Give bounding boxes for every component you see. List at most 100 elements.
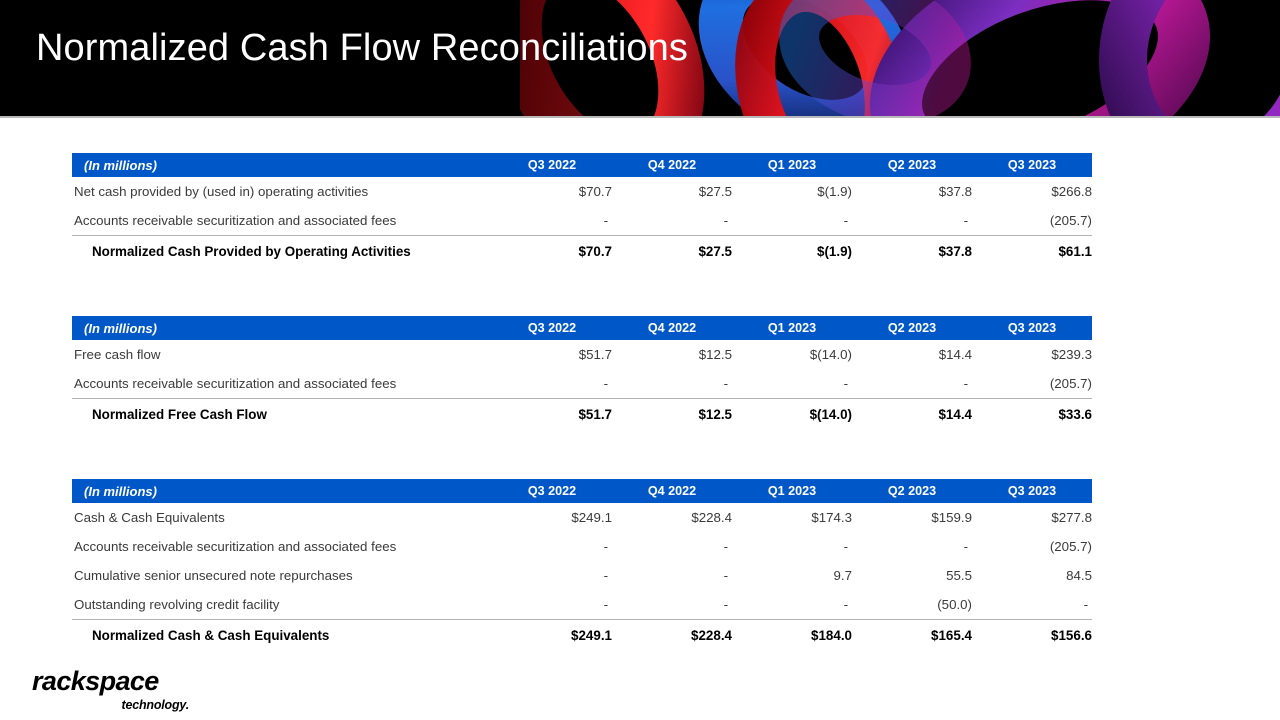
column-header-q4-2022: Q4 2022 [612,479,732,503]
row-value: - [843,376,848,391]
table-cash-equivalents: (In millions) Q3 2022 Q4 2022 Q1 2023 Q2… [72,479,1092,650]
column-header-q3-2023: Q3 2023 [972,153,1092,177]
row-value: $184.0 [732,619,852,650]
column-header-q1-2023: Q1 2023 [732,479,852,503]
row-value: $(14.0) [732,398,852,429]
row-label: Net cash provided by (used in) operating… [74,184,369,199]
column-header-label: (In millions) [72,316,492,340]
row-value: $(1.9) [732,235,852,266]
row-value: - [963,376,968,391]
table-row: Cash & Cash Equivalents $249.1 $228.4 $1… [72,503,1092,532]
table-free-cash-flow: (In millions) Q3 2022 Q4 2022 Q1 2023 Q2… [72,316,1092,429]
row-value: - [963,539,968,554]
column-header-q4-2022: Q4 2022 [612,316,732,340]
column-header-q4-2022: Q4 2022 [612,153,732,177]
row-label: Normalized Cash & Cash Equivalents [72,619,492,650]
table-header-row: (In millions) Q3 2022 Q4 2022 Q1 2023 Q2… [72,153,1092,177]
row-value: (205.7) [1049,213,1092,228]
row-value: $14.4 [938,347,972,362]
slide-header: Normalized Cash Flow Reconciliations [0,0,1280,118]
row-value: - [723,213,728,228]
row-value: - [723,568,728,583]
column-header-q2-2023: Q2 2023 [852,479,972,503]
row-value: $27.5 [612,235,732,266]
row-value: $156.6 [972,619,1092,650]
row-value: 9.7 [833,568,853,583]
column-header-q3-2023: Q3 2023 [972,479,1092,503]
row-value: 84.5 [1066,568,1092,583]
row-label: Accounts receivable securitization and a… [74,539,397,554]
row-value: $70.7 [492,235,612,266]
row-value: $249.1 [571,510,612,525]
column-header-label: (In millions) [72,479,492,503]
table-row: Cumulative senior unsecured note repurch… [72,561,1092,590]
table-row: Accounts receivable securitization and a… [72,206,1092,236]
row-value: $33.6 [972,398,1092,429]
rackspace-logo: rackspace technology. [32,668,207,712]
row-value: $(14.0) [809,347,852,362]
row-value: $12.5 [698,347,732,362]
column-header-q2-2023: Q2 2023 [852,316,972,340]
row-value: - [723,539,728,554]
table-total-row: Normalized Cash & Cash Equivalents $249.… [72,619,1092,650]
row-value: - [843,213,848,228]
row-value: - [603,376,608,391]
row-value: - [1083,597,1088,612]
row-value: $249.1 [492,619,612,650]
row-value: $14.4 [852,398,972,429]
row-label: Cash & Cash Equivalents [74,510,225,525]
table-header-row: (In millions) Q3 2022 Q4 2022 Q1 2023 Q2… [72,316,1092,340]
table-row: Accounts receivable securitization and a… [72,532,1092,561]
row-label: Normalized Free Cash Flow [72,398,492,429]
table-header-row: (In millions) Q3 2022 Q4 2022 Q1 2023 Q2… [72,479,1092,503]
row-value: $174.3 [811,510,852,525]
column-header-q2-2023: Q2 2023 [852,153,972,177]
row-value: $(1.9) [817,184,852,199]
table-row: Net cash provided by (used in) operating… [72,177,1092,206]
row-value: - [603,568,608,583]
column-header-q3-2022: Q3 2022 [492,479,612,503]
row-value: $37.8 [938,184,972,199]
column-header-label: (In millions) [72,153,492,177]
row-value: $228.4 [691,510,732,525]
row-value: - [603,539,608,554]
row-value: $27.5 [698,184,732,199]
row-value: - [723,376,728,391]
logo-tagline-text: technology. [121,698,190,712]
row-label: Outstanding revolving credit facility [74,597,280,612]
row-value: (205.7) [1049,376,1092,391]
row-label: Free cash flow [74,347,161,362]
row-value: - [843,539,848,554]
row-value: $12.5 [612,398,732,429]
row-value: (50.0) [937,597,972,612]
row-value: $51.7 [578,347,612,362]
row-value: $159.9 [931,510,972,525]
row-value: $37.8 [852,235,972,266]
row-value: $277.8 [1051,510,1092,525]
row-value: 55.5 [946,568,972,583]
row-value: - [603,213,608,228]
row-value: $239.3 [1051,347,1092,362]
table-operating-activities: (In millions) Q3 2022 Q4 2022 Q1 2023 Q2… [72,153,1092,266]
row-label: Cumulative senior unsecured note repurch… [74,568,353,583]
table-row: Free cash flow $51.7 $12.5 $(14.0) $14.4… [72,340,1092,369]
column-header-q3-2022: Q3 2022 [492,316,612,340]
column-header-q3-2023: Q3 2023 [972,316,1092,340]
row-value: $51.7 [492,398,612,429]
row-value: $228.4 [612,619,732,650]
row-label: Accounts receivable securitization and a… [74,376,397,391]
row-value: - [843,597,848,612]
table-total-row: Normalized Free Cash Flow $51.7 $12.5 $(… [72,398,1092,429]
row-value: - [723,597,728,612]
logo-brand-text: rackspace [32,666,159,696]
row-value: $165.4 [852,619,972,650]
row-label: Accounts receivable securitization and a… [74,213,397,228]
row-value: - [963,213,968,228]
row-value: $61.1 [972,235,1092,266]
column-header-q1-2023: Q1 2023 [732,153,852,177]
row-value: (205.7) [1049,539,1092,554]
column-header-q3-2022: Q3 2022 [492,153,612,177]
table-total-row: Normalized Cash Provided by Operating Ac… [72,235,1092,266]
row-value: - [603,597,608,612]
row-value: $70.7 [578,184,612,199]
